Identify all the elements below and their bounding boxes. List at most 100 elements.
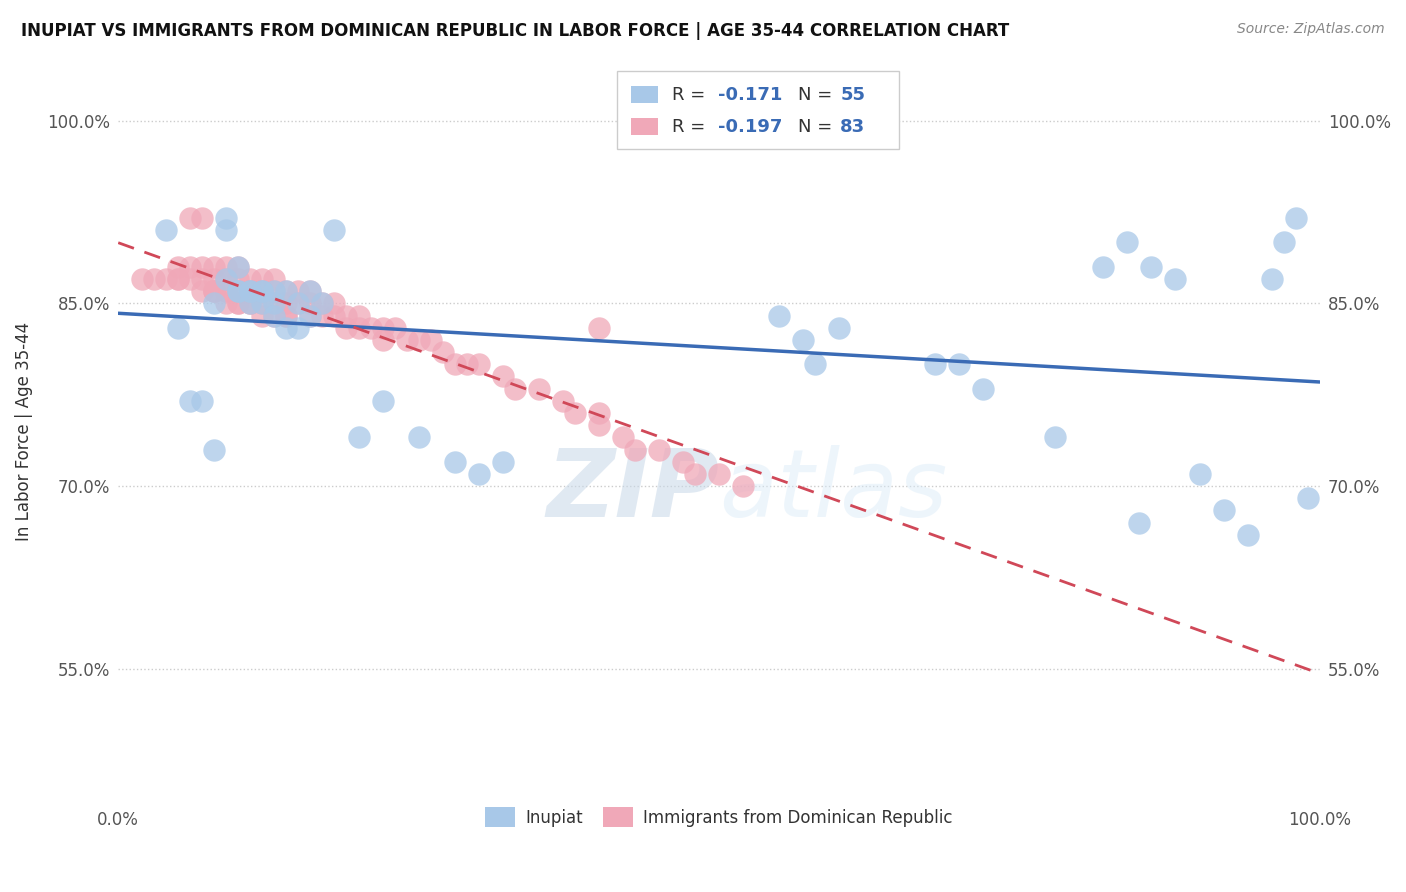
Point — [179, 393, 201, 408]
Point — [215, 272, 238, 286]
Point — [263, 309, 285, 323]
Text: 55: 55 — [841, 86, 865, 103]
Text: Source: ZipAtlas.com: Source: ZipAtlas.com — [1237, 22, 1385, 37]
Point — [228, 296, 250, 310]
Point — [408, 430, 430, 444]
Point — [155, 223, 177, 237]
Point — [143, 272, 166, 286]
Point — [299, 284, 322, 298]
Point — [228, 296, 250, 310]
Point — [792, 333, 814, 347]
Point — [371, 393, 394, 408]
Point — [1164, 272, 1187, 286]
Point — [492, 369, 515, 384]
Point — [1092, 260, 1115, 274]
Point — [276, 320, 298, 334]
Point — [263, 284, 285, 298]
Point — [276, 309, 298, 323]
Point — [228, 260, 250, 274]
Point — [228, 272, 250, 286]
Point — [299, 309, 322, 323]
Point — [624, 442, 647, 457]
Point — [1212, 503, 1234, 517]
Point — [215, 296, 238, 310]
Point — [408, 333, 430, 347]
Point — [191, 284, 214, 298]
Point — [215, 260, 238, 274]
Point — [731, 479, 754, 493]
Point — [443, 455, 465, 469]
Point — [443, 357, 465, 371]
Point — [1140, 260, 1163, 274]
Point — [263, 284, 285, 298]
Point — [588, 406, 610, 420]
Point — [167, 260, 190, 274]
Legend: Inupiat, Immigrants from Dominican Republic: Inupiat, Immigrants from Dominican Repub… — [477, 798, 960, 836]
Point — [155, 272, 177, 286]
Point — [263, 272, 285, 286]
Point — [287, 296, 309, 310]
Point — [1260, 272, 1282, 286]
Point — [299, 309, 322, 323]
Point — [503, 382, 526, 396]
Point — [1188, 467, 1211, 481]
Text: INUPIAT VS IMMIGRANTS FROM DOMINICAN REPUBLIC IN LABOR FORCE | AGE 35-44 CORRELA: INUPIAT VS IMMIGRANTS FROM DOMINICAN REP… — [21, 22, 1010, 40]
Point — [683, 467, 706, 481]
Text: N =: N = — [799, 118, 838, 136]
Point — [287, 296, 309, 310]
Point — [287, 320, 309, 334]
Point — [371, 333, 394, 347]
Text: ZIP: ZIP — [546, 445, 718, 537]
Y-axis label: In Labor Force | Age 35-44: In Labor Force | Age 35-44 — [15, 322, 32, 541]
Point — [1236, 528, 1258, 542]
Point — [239, 296, 262, 310]
Point — [239, 272, 262, 286]
Point — [287, 284, 309, 298]
Point — [276, 284, 298, 298]
Point — [707, 467, 730, 481]
Point — [252, 296, 274, 310]
FancyBboxPatch shape — [631, 119, 658, 135]
Point — [323, 296, 346, 310]
Point — [263, 309, 285, 323]
Point — [419, 333, 441, 347]
Point — [527, 382, 550, 396]
Point — [347, 309, 370, 323]
Point — [467, 467, 489, 481]
Point — [215, 284, 238, 298]
Point — [395, 333, 418, 347]
Point — [588, 320, 610, 334]
Point — [1045, 430, 1067, 444]
Point — [672, 455, 695, 469]
Point — [263, 296, 285, 310]
Point — [335, 320, 357, 334]
Point — [228, 284, 250, 298]
Text: -0.171: -0.171 — [717, 86, 782, 103]
Point — [191, 260, 214, 274]
Point — [252, 284, 274, 298]
Point — [131, 272, 153, 286]
Point — [335, 309, 357, 323]
Point — [191, 211, 214, 225]
Point — [202, 260, 225, 274]
Point — [179, 260, 201, 274]
Point — [347, 320, 370, 334]
Text: 83: 83 — [841, 118, 866, 136]
Point — [215, 272, 238, 286]
Point — [191, 272, 214, 286]
Point — [1296, 491, 1319, 506]
Point — [432, 345, 454, 359]
Point — [239, 284, 262, 298]
Point — [492, 455, 515, 469]
Point — [202, 296, 225, 310]
Point — [948, 357, 970, 371]
Text: R =: R = — [672, 118, 711, 136]
Point — [347, 430, 370, 444]
Point — [828, 320, 851, 334]
Point — [252, 284, 274, 298]
Point — [252, 272, 274, 286]
Point — [239, 284, 262, 298]
Point — [371, 320, 394, 334]
Point — [1128, 516, 1150, 530]
Point — [384, 320, 406, 334]
